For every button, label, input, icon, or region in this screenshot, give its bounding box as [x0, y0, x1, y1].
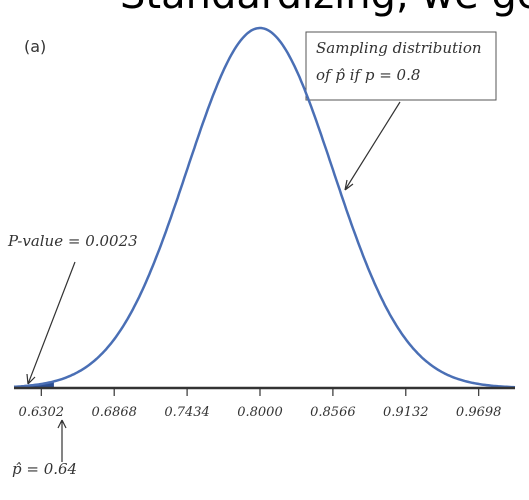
note-box: [305, 31, 497, 101]
arrow: [344, 101, 401, 191]
arrow: [57, 419, 67, 462]
x-tick-label: 0.8566: [310, 405, 356, 420]
heading: Standardizing, we get: [120, 0, 529, 18]
x-tick-label: 0.9132: [383, 405, 429, 420]
x-tick-label: 0.9698: [456, 405, 502, 420]
annotation: P-value = 0.0023: [7, 232, 138, 250]
panel-label: (a): [24, 37, 46, 56]
x-tick-label: 0.6868: [91, 405, 137, 420]
density-curve: [13, 26, 516, 389]
annotation: p̂ = 0.64: [12, 460, 77, 478]
x-tick-label: 0.7434: [164, 405, 210, 420]
annotation: of p̂ if p = 0.8: [316, 66, 420, 84]
arrow: [26, 261, 76, 385]
x-tick-label: 0.8000: [237, 405, 283, 420]
annotation: Sampling distribution: [316, 39, 482, 57]
x-tick-label: 0.6302: [19, 405, 65, 420]
